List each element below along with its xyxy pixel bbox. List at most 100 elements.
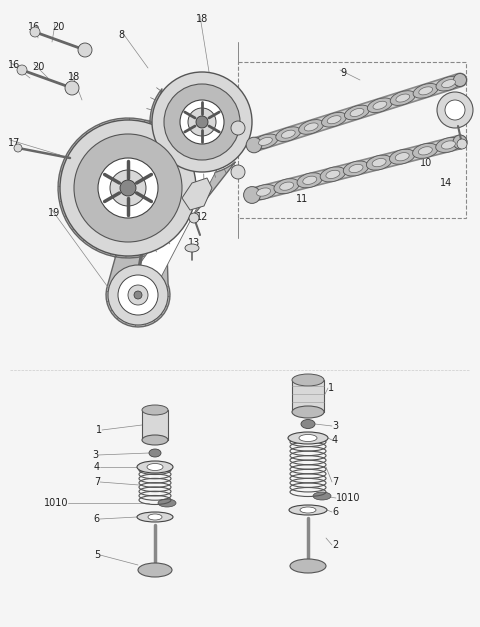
Ellipse shape [288,432,328,444]
Ellipse shape [251,184,276,199]
Text: 16: 16 [28,22,40,32]
Ellipse shape [300,507,316,513]
Ellipse shape [372,159,386,167]
Text: 13: 13 [188,238,200,248]
Polygon shape [72,98,227,313]
Circle shape [152,72,252,172]
Circle shape [98,158,158,218]
Ellipse shape [259,137,272,145]
Ellipse shape [137,512,173,522]
Ellipse shape [257,188,271,196]
Polygon shape [58,88,235,327]
Text: 10: 10 [420,158,432,168]
Text: 4: 4 [94,462,100,472]
Ellipse shape [297,173,323,187]
Circle shape [164,84,240,160]
Text: 2: 2 [332,540,338,550]
Circle shape [134,291,142,299]
Ellipse shape [419,87,432,95]
Text: 1010: 1010 [44,498,68,508]
Ellipse shape [299,435,317,441]
Ellipse shape [303,176,317,184]
Ellipse shape [395,152,409,161]
Ellipse shape [389,149,415,164]
Ellipse shape [137,461,173,473]
Circle shape [30,27,40,37]
Ellipse shape [147,463,163,470]
Ellipse shape [453,135,467,149]
Ellipse shape [148,514,162,520]
Text: 7: 7 [332,477,338,487]
Circle shape [108,265,168,325]
Ellipse shape [292,374,324,386]
Text: 20: 20 [32,62,44,72]
Circle shape [445,100,465,120]
Text: 19: 19 [48,208,60,218]
Polygon shape [182,178,212,210]
Text: 12: 12 [196,212,208,222]
Circle shape [180,100,224,144]
Ellipse shape [243,187,260,203]
Ellipse shape [281,130,295,138]
Text: 5: 5 [94,550,100,560]
Ellipse shape [185,244,199,252]
Ellipse shape [322,112,347,127]
Text: 9: 9 [340,68,346,78]
Ellipse shape [280,182,294,190]
Ellipse shape [367,98,393,113]
Ellipse shape [149,449,161,457]
Ellipse shape [413,144,438,159]
Ellipse shape [301,419,315,428]
Ellipse shape [326,171,340,179]
Ellipse shape [142,405,168,415]
Ellipse shape [304,123,318,131]
Bar [142,410,168,440]
Circle shape [188,108,216,136]
Ellipse shape [299,120,324,134]
Circle shape [437,92,473,128]
Text: 7: 7 [94,477,100,487]
Circle shape [231,121,245,135]
Text: 15: 15 [214,160,227,170]
Circle shape [17,65,27,75]
Ellipse shape [320,167,346,182]
Circle shape [231,165,245,179]
Text: 3: 3 [332,421,338,431]
Circle shape [118,275,158,315]
Ellipse shape [292,406,324,418]
Text: 18: 18 [196,14,208,24]
Bar [292,380,324,412]
Ellipse shape [158,499,176,507]
Ellipse shape [276,127,301,142]
Circle shape [128,285,148,305]
Text: 14: 14 [440,178,452,188]
Ellipse shape [290,559,326,573]
Ellipse shape [436,137,461,152]
Ellipse shape [436,76,461,91]
Text: 8: 8 [118,30,124,40]
Circle shape [74,134,182,242]
Ellipse shape [274,179,300,194]
Circle shape [189,213,199,223]
Ellipse shape [396,94,410,102]
Ellipse shape [142,435,168,445]
Ellipse shape [390,91,415,105]
Ellipse shape [313,492,331,500]
Circle shape [60,120,196,256]
Ellipse shape [366,155,392,170]
Text: 6: 6 [94,514,100,524]
Circle shape [120,180,136,196]
Circle shape [78,43,92,57]
Ellipse shape [413,83,438,98]
Ellipse shape [327,116,341,124]
Circle shape [110,170,146,206]
Circle shape [196,116,208,128]
Ellipse shape [253,134,278,149]
Ellipse shape [289,505,327,515]
Ellipse shape [454,73,467,87]
Ellipse shape [442,141,456,149]
Text: 1010: 1010 [336,493,360,503]
Text: 17: 17 [176,190,188,200]
Ellipse shape [442,80,456,88]
Ellipse shape [419,147,432,155]
